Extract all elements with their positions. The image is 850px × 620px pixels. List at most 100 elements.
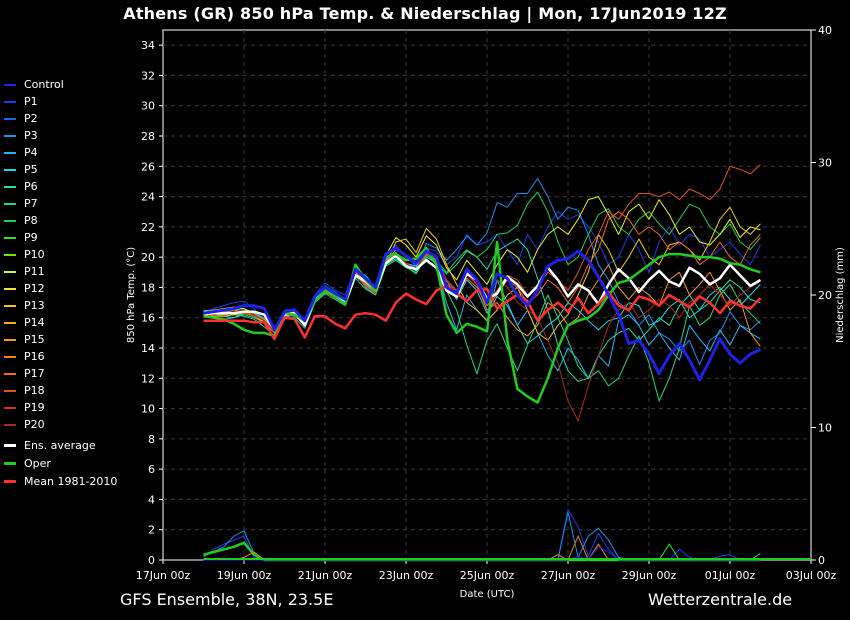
legend-swatch: [4, 83, 16, 86]
legend-swatch: [4, 168, 16, 171]
legend-label: P20: [24, 418, 45, 431]
y-tick-label: 18: [141, 281, 155, 294]
legend-label: P8: [24, 214, 38, 227]
legend-item: P15: [4, 332, 45, 347]
legend-swatch: [4, 389, 16, 392]
legend-label: P7: [24, 197, 38, 210]
legend-item: Mean 1981-2010: [4, 474, 117, 489]
y2-axis-label: Niederschlag (mm): [835, 247, 846, 343]
series-line-p7: [203, 258, 761, 402]
y-tick-label: 30: [141, 100, 155, 113]
chart-title: Athens (GR) 850 hPa Temp. & Niederschlag…: [123, 4, 727, 23]
legend-label: P12: [24, 282, 45, 295]
y-tick-label: 32: [141, 69, 155, 82]
legend-item: P12: [4, 281, 45, 296]
legend-item: P13: [4, 298, 45, 313]
x-tick-label: 17Jun 00z: [136, 569, 191, 582]
legend-label: Mean 1981-2010: [24, 475, 118, 488]
y-tick-label: 14: [141, 342, 155, 355]
legend-item: Control: [4, 77, 64, 92]
legend-label: Oper: [24, 457, 51, 470]
y-tick-label: 8: [148, 433, 155, 446]
legend-swatch: [4, 236, 16, 239]
x-tick-label: 21Jun 00z: [298, 569, 353, 582]
series-line-oper: [203, 240, 761, 404]
legend-swatch: [4, 185, 16, 188]
legend-label: P6: [24, 180, 38, 193]
x-axis-label: Date (UTC): [460, 589, 515, 600]
legend-item: P19: [4, 400, 45, 415]
legend-label: P9: [24, 231, 38, 244]
legend-item: P1: [4, 94, 38, 109]
y-tick-label: 22: [141, 221, 155, 234]
x-tick-label: 19Jun 00z: [217, 569, 272, 582]
source-label: Wetterzentrale.de: [648, 590, 793, 609]
y2-tick-label: 0: [818, 554, 825, 567]
series-line-p8: [203, 191, 761, 332]
y-tick-label: 16: [141, 312, 155, 325]
model-info: GFS Ensemble, 38N, 23.5E: [120, 590, 334, 609]
legend-swatch: [4, 372, 16, 375]
legend-item: P18: [4, 383, 45, 398]
legend-item: P5: [4, 162, 38, 177]
y2-tick-label: 40: [818, 24, 832, 37]
y-tick-label: 6: [148, 463, 155, 476]
legend-swatch: [4, 444, 16, 447]
x-tick-label: 29Jun 00z: [622, 569, 677, 582]
legend-item: Ens. average: [4, 438, 96, 453]
legend-label: P1: [24, 95, 38, 108]
legend-swatch: [4, 480, 16, 483]
legend-label: P18: [24, 384, 45, 397]
legend-label: P10: [24, 248, 45, 261]
legend-item: P14: [4, 315, 45, 330]
legend-item: P10: [4, 247, 45, 262]
legend-swatch: [4, 287, 16, 290]
legend-label: P3: [24, 129, 38, 142]
x-tick-label: 03Jul 00z: [786, 569, 837, 582]
legend-swatch: [4, 202, 16, 205]
legend-label: Control: [24, 78, 64, 91]
y-tick-label: 34: [141, 39, 155, 52]
legend-item: P17: [4, 366, 45, 381]
legend-swatch: [4, 338, 16, 341]
y-axis-label: 850 hPa Temp. (°C): [126, 247, 137, 343]
x-tick-label: 27Jun 00z: [541, 569, 596, 582]
legend-item: P6: [4, 179, 38, 194]
x-tick-label: 01Jul 00z: [705, 569, 756, 582]
y-tick-label: 2: [148, 524, 155, 537]
legend-item: Oper: [4, 456, 51, 471]
y-tick-label: 26: [141, 160, 155, 173]
legend-item: P3: [4, 128, 38, 143]
legend-swatch: [4, 406, 16, 409]
legend-swatch: [4, 355, 16, 358]
x-tick-label: 25Jun 00z: [460, 569, 515, 582]
y-tick-label: 20: [141, 251, 155, 264]
legend-swatch: [4, 117, 16, 120]
legend-item: P16: [4, 349, 45, 364]
legend-swatch: [4, 151, 16, 154]
legend-swatch: [4, 100, 16, 103]
legend-label: P11: [24, 265, 45, 278]
legend-label: P13: [24, 299, 45, 312]
legend-swatch: [4, 219, 16, 222]
legend-swatch: [4, 253, 16, 256]
y-tick-label: 28: [141, 130, 155, 143]
legend-swatch: [4, 423, 16, 426]
legend-swatch: [4, 462, 16, 465]
legend-swatch: [4, 134, 16, 137]
y2-tick-label: 10: [818, 422, 832, 435]
legend-item: P2: [4, 111, 38, 126]
legend-item: P7: [4, 196, 38, 211]
legend-label: P19: [24, 401, 45, 414]
legend-item: P11: [4, 264, 45, 279]
legend-item: P9: [4, 230, 38, 245]
y2-tick-label: 30: [818, 157, 832, 170]
legend-item: P4: [4, 145, 38, 160]
legend-swatch: [4, 321, 16, 324]
y-tick-label: 0: [148, 554, 155, 567]
y-tick-label: 12: [141, 372, 155, 385]
legend-label: P5: [24, 163, 38, 176]
legend-swatch: [4, 304, 16, 307]
y-tick-label: 4: [148, 493, 155, 506]
